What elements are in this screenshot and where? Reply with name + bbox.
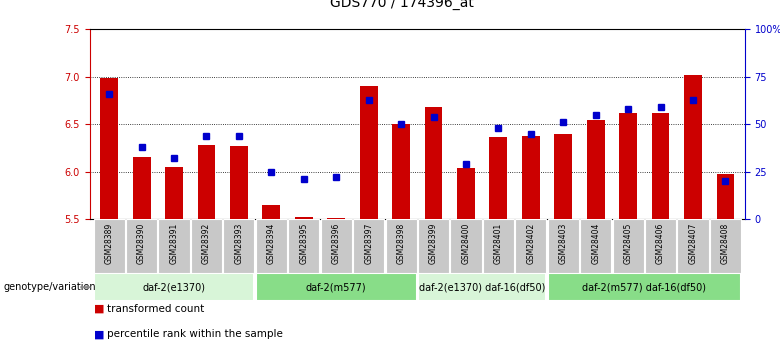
Text: GSM28400: GSM28400: [462, 222, 470, 264]
Text: ■: ■: [94, 329, 104, 339]
Text: GSM28406: GSM28406: [656, 222, 665, 264]
Bar: [392, 124, 410, 219]
Text: GSM28392: GSM28392: [202, 222, 211, 264]
Bar: [483, 219, 514, 273]
Bar: [555, 134, 573, 219]
Bar: [424, 107, 442, 219]
Bar: [353, 219, 385, 273]
Bar: [418, 273, 547, 301]
Text: ■: ■: [94, 304, 104, 314]
Bar: [490, 137, 507, 219]
Text: GSM28407: GSM28407: [689, 222, 697, 264]
Bar: [223, 219, 254, 273]
Bar: [450, 219, 481, 273]
Bar: [587, 120, 604, 219]
Text: GSM28408: GSM28408: [721, 222, 730, 264]
Text: GSM28390: GSM28390: [137, 222, 146, 264]
Text: GSM28394: GSM28394: [267, 222, 276, 264]
Bar: [256, 273, 417, 301]
Text: daf-2(e1370) daf-16(df50): daf-2(e1370) daf-16(df50): [419, 282, 545, 292]
Bar: [191, 219, 222, 273]
Text: GSM28397: GSM28397: [364, 222, 373, 264]
Text: GSM28405: GSM28405: [624, 222, 633, 264]
Text: GSM28389: GSM28389: [105, 222, 114, 264]
Bar: [612, 219, 644, 273]
Bar: [126, 219, 157, 273]
Text: daf-2(m577) daf-16(df50): daf-2(m577) daf-16(df50): [583, 282, 707, 292]
Bar: [230, 146, 248, 219]
Bar: [133, 157, 151, 219]
Bar: [710, 219, 741, 273]
Bar: [516, 219, 547, 273]
Bar: [288, 219, 319, 273]
Text: transformed count: transformed count: [107, 304, 204, 314]
Bar: [522, 136, 540, 219]
Text: GSM28391: GSM28391: [169, 222, 179, 264]
Bar: [651, 113, 669, 219]
Bar: [295, 217, 313, 219]
Bar: [94, 273, 254, 301]
Bar: [262, 205, 280, 219]
Text: daf-2(e1370): daf-2(e1370): [143, 282, 206, 292]
Bar: [385, 219, 417, 273]
Bar: [256, 219, 287, 273]
Bar: [548, 273, 741, 301]
Bar: [619, 113, 637, 219]
Bar: [418, 219, 449, 273]
Bar: [684, 75, 702, 219]
Bar: [165, 167, 183, 219]
Bar: [580, 219, 612, 273]
Bar: [645, 219, 676, 273]
Text: GDS770 / 174396_at: GDS770 / 174396_at: [330, 0, 473, 10]
Text: GSM28398: GSM28398: [396, 222, 406, 264]
Text: daf-2(m577): daf-2(m577): [306, 282, 367, 292]
Bar: [678, 219, 708, 273]
Text: GSM28393: GSM28393: [235, 222, 243, 264]
Bar: [197, 145, 215, 219]
Text: GSM28404: GSM28404: [591, 222, 600, 264]
Text: GSM28396: GSM28396: [332, 222, 341, 264]
Bar: [717, 175, 734, 219]
Text: GSM28399: GSM28399: [429, 222, 438, 264]
Bar: [360, 86, 378, 219]
Bar: [94, 219, 125, 273]
Text: percentile rank within the sample: percentile rank within the sample: [107, 329, 282, 339]
Bar: [321, 219, 352, 273]
Bar: [158, 219, 190, 273]
Bar: [548, 219, 579, 273]
Bar: [101, 78, 118, 219]
Text: GSM28401: GSM28401: [494, 222, 503, 264]
Bar: [457, 168, 475, 219]
Text: GSM28403: GSM28403: [558, 222, 568, 264]
Text: GSM28402: GSM28402: [526, 222, 535, 264]
Text: GSM28395: GSM28395: [300, 222, 308, 264]
Text: genotype/variation: genotype/variation: [4, 282, 97, 292]
Bar: [328, 218, 345, 219]
